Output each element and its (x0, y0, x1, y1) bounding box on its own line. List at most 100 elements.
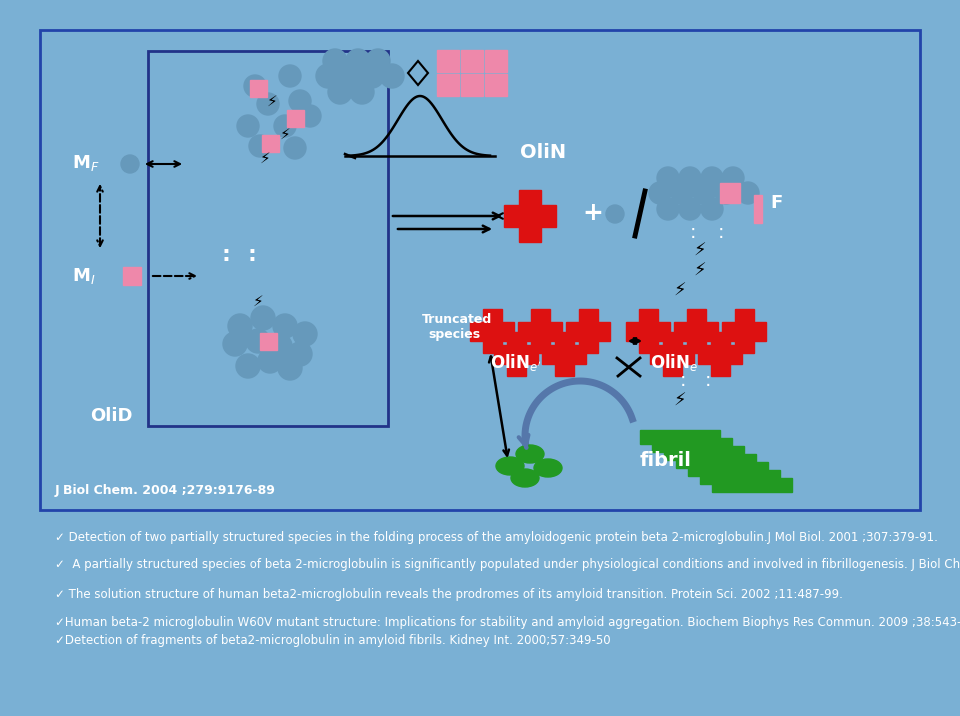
Bar (674, 321, 718, 341)
Text: M$_I$: M$_I$ (72, 266, 95, 286)
Ellipse shape (534, 459, 562, 477)
Text: ⚡: ⚡ (252, 294, 263, 309)
Text: ⚡: ⚡ (674, 392, 686, 410)
Text: ✓  A partially structured species of beta 2-microglobulin is significantly popul: ✓ A partially structured species of beta… (55, 558, 960, 571)
Circle shape (737, 182, 759, 204)
Text: :: : (222, 245, 230, 265)
Circle shape (249, 135, 271, 157)
Bar (566, 321, 610, 341)
Text: species: species (428, 328, 480, 341)
Bar (710, 332, 730, 376)
Bar (662, 332, 682, 376)
Bar (483, 309, 501, 353)
Circle shape (657, 198, 679, 220)
Circle shape (380, 64, 404, 88)
Text: +: + (582, 201, 603, 225)
Circle shape (701, 198, 723, 220)
Bar (650, 344, 694, 364)
Bar (494, 344, 538, 364)
Text: ✓ Detection of two partially structured species in the folding process of the am: ✓ Detection of two partially structured … (55, 531, 938, 544)
Bar (461, 50, 483, 72)
Bar (437, 74, 459, 96)
Circle shape (722, 167, 744, 189)
Text: :: : (718, 223, 725, 242)
Circle shape (278, 356, 302, 380)
Circle shape (274, 115, 296, 137)
Ellipse shape (516, 445, 544, 463)
Text: :: : (248, 245, 257, 265)
Text: ⚡: ⚡ (267, 94, 277, 109)
Circle shape (715, 182, 737, 204)
Bar (286, 110, 303, 127)
Circle shape (279, 65, 301, 87)
Bar (531, 309, 549, 353)
Circle shape (649, 182, 671, 204)
Bar (507, 332, 525, 376)
Circle shape (223, 332, 247, 356)
Text: ⚡: ⚡ (674, 282, 686, 300)
Text: OliD: OliD (90, 407, 132, 425)
Bar (579, 309, 597, 353)
Bar (638, 309, 658, 353)
Bar (250, 79, 267, 97)
Circle shape (606, 205, 624, 223)
Circle shape (244, 75, 266, 97)
Bar (664, 446, 744, 460)
Circle shape (657, 167, 679, 189)
Circle shape (299, 105, 321, 127)
Text: OliN: OliN (520, 143, 566, 162)
Bar (676, 454, 756, 468)
Ellipse shape (496, 457, 524, 475)
Text: :: : (680, 371, 686, 390)
Text: ⚡: ⚡ (694, 262, 707, 280)
Text: ⚡: ⚡ (259, 150, 271, 165)
Text: OliN$_e$: OliN$_e$ (650, 352, 698, 373)
Circle shape (121, 155, 139, 173)
Circle shape (268, 334, 292, 358)
Circle shape (316, 64, 340, 88)
Circle shape (236, 354, 260, 378)
Bar (485, 50, 507, 72)
Bar (712, 478, 792, 492)
Bar (504, 205, 556, 227)
Bar (686, 309, 706, 353)
Bar (461, 74, 483, 96)
Circle shape (350, 80, 374, 104)
Circle shape (340, 64, 364, 88)
Bar (626, 321, 670, 341)
Text: ⚡: ⚡ (279, 127, 290, 142)
Circle shape (251, 306, 275, 330)
Text: J Biol Chem. 2004 ;279:9176-89: J Biol Chem. 2004 ;279:9176-89 (55, 484, 276, 497)
Circle shape (679, 198, 701, 220)
Circle shape (328, 80, 352, 104)
Circle shape (323, 49, 347, 73)
Bar (518, 321, 562, 341)
Circle shape (701, 167, 723, 189)
Text: F: F (770, 194, 782, 212)
Circle shape (288, 342, 312, 366)
Text: ✓ The solution structure of human beta2-microglobulin reveals the prodromes of i: ✓ The solution structure of human beta2-… (55, 588, 843, 601)
Circle shape (693, 182, 715, 204)
Circle shape (346, 49, 370, 73)
Bar (261, 135, 278, 152)
Text: ✓Human beta-2 microglobulin W60V mutant structure: Implications for stability an: ✓Human beta-2 microglobulin W60V mutant … (55, 616, 960, 629)
Text: ✓Detection of fragments of beta2-microglobulin in amyloid fibrils. Kidney Int. 2: ✓Detection of fragments of beta2-microgl… (55, 634, 611, 647)
Bar (437, 50, 459, 72)
Bar (698, 344, 742, 364)
Text: M$_F$: M$_F$ (72, 153, 100, 173)
Bar (734, 309, 754, 353)
Text: :: : (690, 223, 697, 242)
Bar (485, 74, 507, 96)
Bar (700, 470, 780, 484)
Text: fibril: fibril (640, 451, 692, 470)
Circle shape (293, 322, 317, 346)
Bar (123, 267, 141, 285)
Bar (542, 344, 586, 364)
Circle shape (273, 314, 297, 338)
Circle shape (284, 137, 306, 159)
Ellipse shape (511, 469, 539, 487)
Bar (720, 183, 740, 203)
Bar (259, 332, 276, 349)
Bar (688, 462, 768, 476)
Text: OliN$_{e'}$: OliN$_{e'}$ (490, 352, 541, 373)
